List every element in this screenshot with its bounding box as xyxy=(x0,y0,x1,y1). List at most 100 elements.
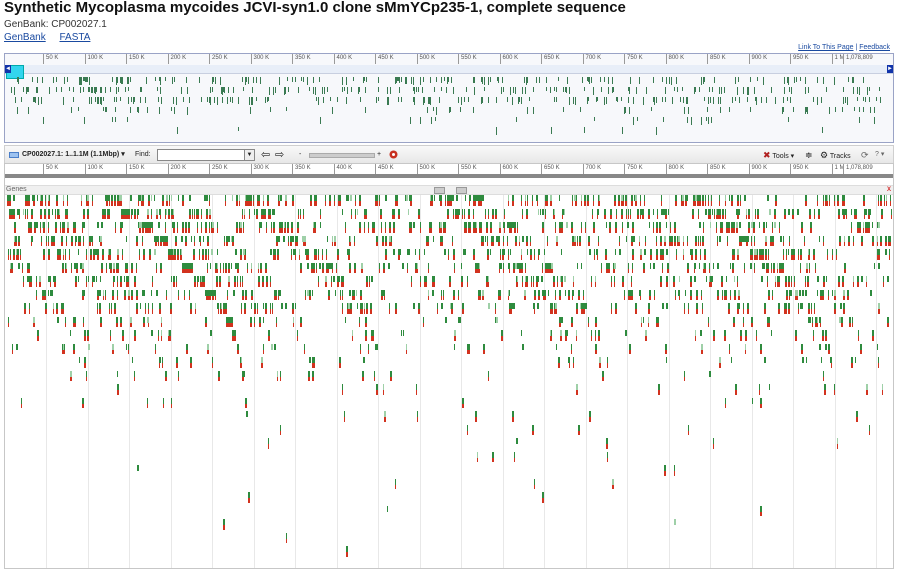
gene-feature[interactable] xyxy=(296,235,299,247)
gene-feature[interactable] xyxy=(536,276,538,287)
gene-feature[interactable] xyxy=(596,249,599,260)
gene-feature[interactable] xyxy=(729,289,732,301)
gene-feature[interactable] xyxy=(251,289,253,301)
gene-feature[interactable] xyxy=(739,222,741,233)
gene-feature[interactable] xyxy=(342,276,344,287)
gene-feature[interactable] xyxy=(544,208,547,220)
gene-feature[interactable] xyxy=(61,303,63,314)
gene-feature[interactable] xyxy=(828,195,831,206)
gene-feature[interactable] xyxy=(177,249,180,260)
gene-feature[interactable] xyxy=(391,208,394,220)
gene-feature[interactable] xyxy=(331,235,334,247)
gene-feature[interactable] xyxy=(622,195,625,206)
gene-feature[interactable] xyxy=(444,222,446,233)
gene-feature[interactable] xyxy=(469,195,471,206)
gene-feature[interactable] xyxy=(356,303,359,314)
gene-feature[interactable] xyxy=(433,276,436,287)
gene-feature[interactable] xyxy=(580,195,583,206)
gene-feature[interactable] xyxy=(737,195,739,206)
gene-feature[interactable] xyxy=(82,235,85,247)
gene-feature[interactable] xyxy=(606,262,608,274)
gene-feature[interactable] xyxy=(17,208,19,220)
gene-feature[interactable] xyxy=(31,235,34,247)
gene-feature[interactable] xyxy=(378,195,381,206)
gene-feature[interactable] xyxy=(669,222,672,233)
gene-feature[interactable] xyxy=(24,208,27,220)
gene-feature[interactable] xyxy=(348,249,350,260)
gene-feature[interactable] xyxy=(474,222,476,233)
gene-feature[interactable] xyxy=(597,208,600,220)
gene-feature[interactable] xyxy=(639,195,642,206)
gene-feature[interactable] xyxy=(256,195,259,206)
gene-feature[interactable] xyxy=(738,289,740,301)
gene-feature[interactable] xyxy=(755,249,758,260)
gene-feature[interactable] xyxy=(262,208,264,220)
gene-feature[interactable] xyxy=(571,316,573,328)
gene-feature[interactable] xyxy=(177,195,180,206)
gene-feature[interactable] xyxy=(598,195,601,206)
gene-feature[interactable] xyxy=(216,276,218,287)
gene-feature[interactable] xyxy=(28,303,31,314)
gene-feature[interactable] xyxy=(728,222,731,233)
gene-feature[interactable] xyxy=(260,208,263,220)
gene-feature[interactable] xyxy=(160,316,163,328)
gene-feature[interactable] xyxy=(196,222,199,233)
back-arrow-icon[interactable]: ⇦ xyxy=(261,149,271,161)
gene-feature[interactable] xyxy=(756,249,759,260)
gene-feature[interactable] xyxy=(440,235,442,247)
gene-feature[interactable] xyxy=(281,222,284,233)
gene-feature[interactable] xyxy=(314,195,316,206)
gene-feature[interactable] xyxy=(639,208,642,220)
gene-feature[interactable] xyxy=(418,303,420,314)
gene-feature[interactable] xyxy=(885,249,887,260)
gene-feature[interactable] xyxy=(36,222,38,233)
gene-feature[interactable] xyxy=(44,289,46,301)
gene-feature[interactable] xyxy=(876,249,879,260)
gene-feature[interactable] xyxy=(578,289,580,301)
gene-feature[interactable] xyxy=(116,262,118,274)
gene-feature[interactable] xyxy=(214,289,217,301)
gene-feature[interactable] xyxy=(852,276,855,287)
gene-feature[interactable] xyxy=(180,249,183,260)
gene-feature[interactable] xyxy=(605,249,608,260)
gene-feature[interactable] xyxy=(62,249,65,260)
gene-feature[interactable] xyxy=(716,235,719,247)
gene-feature[interactable] xyxy=(453,289,455,301)
gene-feature[interactable] xyxy=(58,208,61,220)
gene-feature[interactable] xyxy=(260,222,262,233)
gene-feature[interactable] xyxy=(792,208,794,220)
gene-feature[interactable] xyxy=(844,262,846,274)
gene-feature[interactable] xyxy=(868,222,870,233)
gene-feature[interactable] xyxy=(385,249,387,260)
gene-feature[interactable] xyxy=(297,222,299,233)
gene-feature[interactable] xyxy=(62,195,65,206)
gene-feature[interactable] xyxy=(649,289,651,301)
gene-feature[interactable] xyxy=(728,195,731,206)
gene-feature[interactable] xyxy=(608,262,610,274)
gene-feature[interactable] xyxy=(422,316,425,328)
gene-feature[interactable] xyxy=(190,235,193,247)
gene-feature[interactable] xyxy=(580,222,583,233)
gene-feature[interactable] xyxy=(782,235,785,247)
gene-feature[interactable] xyxy=(537,303,539,314)
gene-feature[interactable] xyxy=(125,235,128,247)
gene-feature[interactable] xyxy=(839,316,841,328)
gene-feature[interactable] xyxy=(764,303,766,314)
gene-feature[interactable] xyxy=(843,195,846,206)
gene-feature[interactable] xyxy=(887,276,889,287)
gene-feature[interactable] xyxy=(216,249,219,260)
gene-feature[interactable] xyxy=(333,276,335,287)
gene-feature[interactable] xyxy=(427,235,430,247)
gene-feature[interactable] xyxy=(732,262,734,274)
gene-feature[interactable] xyxy=(869,208,871,220)
gene-feature[interactable] xyxy=(225,262,227,274)
gene-feature[interactable] xyxy=(74,262,76,274)
gene-feature[interactable] xyxy=(488,303,490,314)
gene-feature[interactable] xyxy=(813,249,815,260)
gene-feature[interactable] xyxy=(388,262,390,274)
gene-feature[interactable] xyxy=(188,222,190,233)
gene-feature[interactable] xyxy=(329,195,331,206)
gene-feature[interactable] xyxy=(274,249,277,260)
gene-feature[interactable] xyxy=(264,208,266,220)
gene-feature[interactable] xyxy=(258,222,261,233)
